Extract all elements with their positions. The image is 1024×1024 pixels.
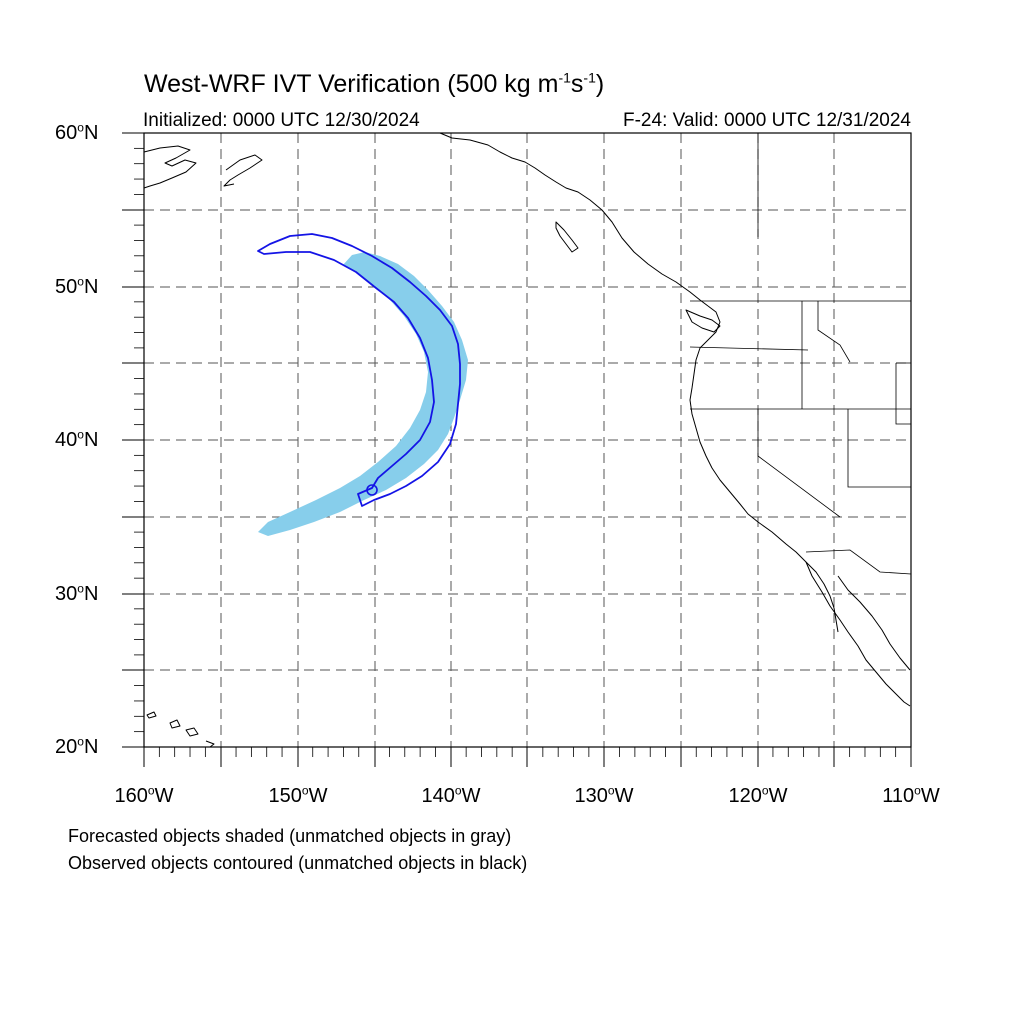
forecast-footnote: Forecasted objects shaded (unmatched obj…: [68, 826, 512, 846]
observed-footnote: Observed objects contoured (unmatched ob…: [68, 853, 528, 873]
lat-label-40: 40oN: [55, 427, 99, 451]
valid-time-label: F-24: Valid: 0000 UTC 12/31/2024: [623, 110, 911, 131]
observed-object: [257, 233, 461, 507]
lon-label-160: 160oW: [114, 783, 174, 807]
lon-label-140: 140oW: [421, 783, 481, 807]
minor-tick-marks: [134, 147, 897, 757]
lon-label-150: 150oW: [268, 783, 328, 807]
coastlines: [143, 132, 911, 748]
lon-label-130: 130oW: [574, 783, 634, 807]
lon-label-110: 110oW: [882, 783, 940, 807]
political-boundaries: [689, 133, 912, 575]
init-time-label: Initialized: 0000 UTC 12/30/2024: [143, 110, 420, 131]
lat-label-30: 30oN: [55, 581, 99, 605]
tick-marks: [122, 132, 912, 767]
grid-lines: [144, 133, 911, 747]
lat-label-50: 50oN: [55, 274, 99, 298]
lat-label-60: 60oN: [55, 120, 99, 144]
map-panel: [122, 132, 912, 767]
lat-label-20: 20oN: [55, 734, 99, 758]
map-title: West-WRF IVT Verification (500 kg m-1s-1…: [144, 69, 605, 98]
forecast-object: [258, 252, 468, 536]
observed-object-loop: [366, 484, 378, 496]
lon-label-120: 120oW: [728, 783, 788, 807]
